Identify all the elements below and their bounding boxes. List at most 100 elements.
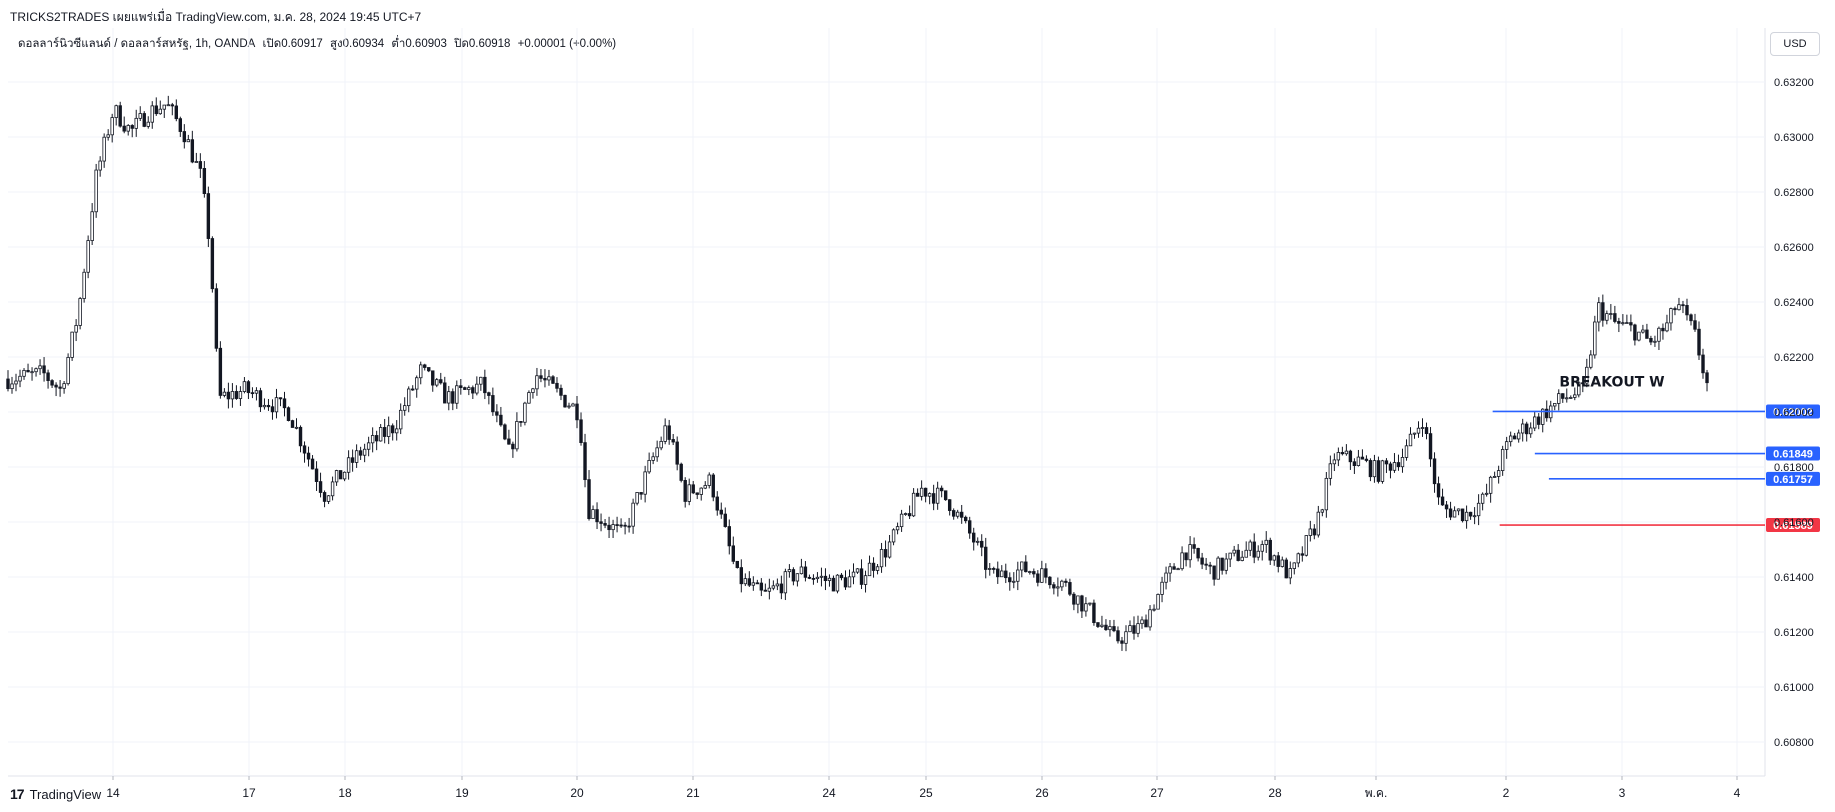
candle-body <box>455 385 459 404</box>
candle-body <box>699 487 703 495</box>
candle-body <box>411 388 415 391</box>
candle-body <box>931 493 936 504</box>
candle <box>1424 422 1429 440</box>
candle <box>1160 576 1164 603</box>
candle-body <box>1184 552 1188 561</box>
candle <box>1689 313 1693 326</box>
price-axis[interactable]: 0.63200 0.63000 0.62800 0.62600 0.62400 0.622… <box>1774 77 1814 749</box>
candle <box>523 401 527 426</box>
candle <box>386 416 391 445</box>
candle <box>350 449 355 472</box>
candle-body <box>1204 563 1208 566</box>
candle-body <box>1360 456 1365 460</box>
price-levels[interactable]: 0.62002 0.61849 0.61757 0.61589 <box>1492 404 1820 533</box>
candle <box>899 509 904 532</box>
price-level-label-bg <box>1766 404 1820 419</box>
candle-body <box>639 492 643 495</box>
candle-body <box>1364 458 1369 461</box>
candle <box>314 461 319 491</box>
candle-body <box>1040 568 1044 583</box>
time-axis[interactable]: 14 17 18 19 20 21 24 25 26 27 28 พ.ค. 2 3 4 <box>106 776 1741 800</box>
candle <box>683 477 687 508</box>
candle-body <box>1689 314 1693 322</box>
candle <box>511 441 515 458</box>
candle-body <box>907 513 912 517</box>
candle-body <box>342 471 347 480</box>
candle <box>467 385 471 396</box>
candle <box>126 124 130 136</box>
price-level-label-bg <box>1766 518 1820 533</box>
candle <box>1268 537 1272 565</box>
candle-body <box>835 574 840 592</box>
candle <box>1372 454 1377 483</box>
candle <box>1456 508 1461 516</box>
currency-button[interactable]: USD <box>1770 32 1820 56</box>
candle-body <box>1629 322 1633 326</box>
candle-body <box>1248 541 1252 551</box>
candle <box>1216 556 1220 580</box>
candle-body <box>947 499 952 511</box>
candle <box>1524 421 1529 442</box>
candle <box>166 95 170 107</box>
candle-body <box>1641 329 1645 333</box>
candle <box>1693 313 1697 332</box>
candle <box>583 433 587 488</box>
candle-body <box>467 387 471 390</box>
candle <box>110 113 114 143</box>
candle <box>964 515 968 524</box>
candle-body <box>1024 561 1028 573</box>
candle-body <box>683 480 687 502</box>
tradingview-brand[interactable]: 17 TradingView <box>10 786 101 802</box>
candle-body <box>1404 445 1409 458</box>
legend-symbol[interactable]: ดอลลาร์นิวซีแลนด์ / ดอลลาร์สหรัฐ, 1h, OA… <box>18 38 256 50</box>
candle-body <box>1156 594 1160 610</box>
candle <box>1380 459 1385 484</box>
candle <box>122 116 126 134</box>
candle <box>615 516 619 533</box>
candle <box>795 573 800 587</box>
candle-body <box>895 526 900 531</box>
candle <box>138 106 142 122</box>
candle-body <box>583 442 587 481</box>
candle-body <box>903 513 908 515</box>
candle <box>463 386 467 390</box>
candle <box>455 380 459 409</box>
candle <box>54 382 58 397</box>
candle-body <box>479 376 483 385</box>
candle <box>270 399 275 420</box>
candle <box>150 101 154 129</box>
candle <box>1140 616 1144 629</box>
candle-body <box>230 391 235 400</box>
candle <box>571 402 575 407</box>
candle-body <box>1673 308 1677 311</box>
candle <box>162 104 166 118</box>
candle <box>1100 615 1104 628</box>
candle-body <box>1232 549 1236 554</box>
candle <box>1705 369 1709 392</box>
candle-body <box>114 105 118 118</box>
candle <box>1476 494 1481 526</box>
candle <box>1264 531 1268 553</box>
candle <box>258 387 263 412</box>
candle-body <box>915 492 920 497</box>
candle-body <box>182 131 187 143</box>
price-level-label-bg <box>1766 446 1820 461</box>
candle <box>976 537 980 546</box>
candle-body <box>976 540 980 543</box>
candle <box>1392 453 1397 473</box>
candle <box>755 579 760 585</box>
candle <box>499 406 503 427</box>
candle <box>984 537 988 579</box>
candle-body <box>447 391 451 404</box>
candle-body <box>146 121 150 127</box>
candle-body <box>1148 609 1152 628</box>
candle-body <box>1180 552 1184 570</box>
candle-body <box>519 421 523 423</box>
candle <box>1204 557 1208 571</box>
candle <box>310 455 315 470</box>
candle <box>1244 541 1248 558</box>
candle-body <box>1236 549 1240 561</box>
candle-body <box>611 524 615 531</box>
candle <box>403 397 407 416</box>
